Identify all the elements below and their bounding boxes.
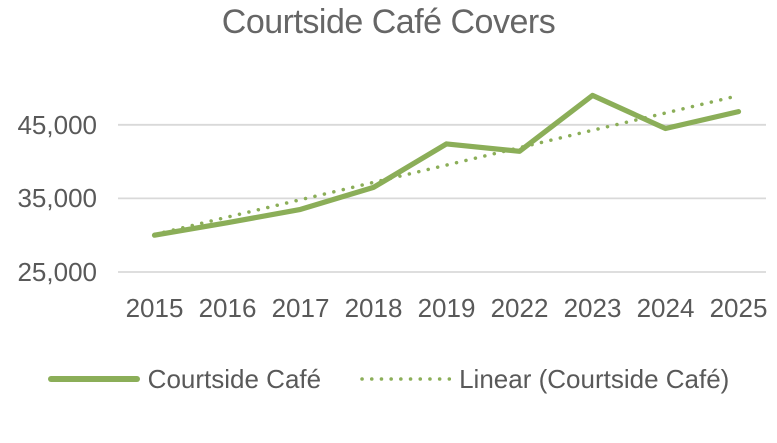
series-line-courtside-cafe	[151, 92, 742, 238]
x-axis-label: 2017	[271, 293, 330, 323]
x-axis-label: 2018	[344, 293, 403, 323]
dotted-line-swatch-icon	[360, 377, 452, 381]
x-axis-label: 2025	[709, 293, 768, 323]
y-axis-label: 25,000	[17, 257, 97, 287]
x-axis-label: 2023	[563, 293, 622, 323]
legend: Courtside Café Linear (Courtside Café)	[0, 362, 777, 396]
legend-item-courtside-cafe: Courtside Café	[47, 363, 322, 395]
y-axis-label: 35,000	[17, 183, 97, 214]
x-axis-label: 2024	[636, 293, 695, 323]
x-axis-label: 2022	[490, 293, 549, 323]
trendline-dotted	[152, 93, 741, 237]
solid-line-swatch-icon	[47, 376, 140, 382]
x-axis-label: 2019	[417, 293, 476, 323]
x-axis-label: 2015	[125, 293, 184, 323]
legend-label-linear: Linear (Courtside Café)	[459, 363, 730, 394]
legend-item-linear: Linear (Courtside Café)	[359, 364, 729, 395]
y-axis-label: 45,000	[17, 109, 97, 140]
legend-label-courtside-cafe: Courtside Café	[147, 363, 322, 394]
x-axis-label: 2016	[198, 293, 257, 323]
chart-title: Courtside Café Covers	[221, 3, 556, 41]
